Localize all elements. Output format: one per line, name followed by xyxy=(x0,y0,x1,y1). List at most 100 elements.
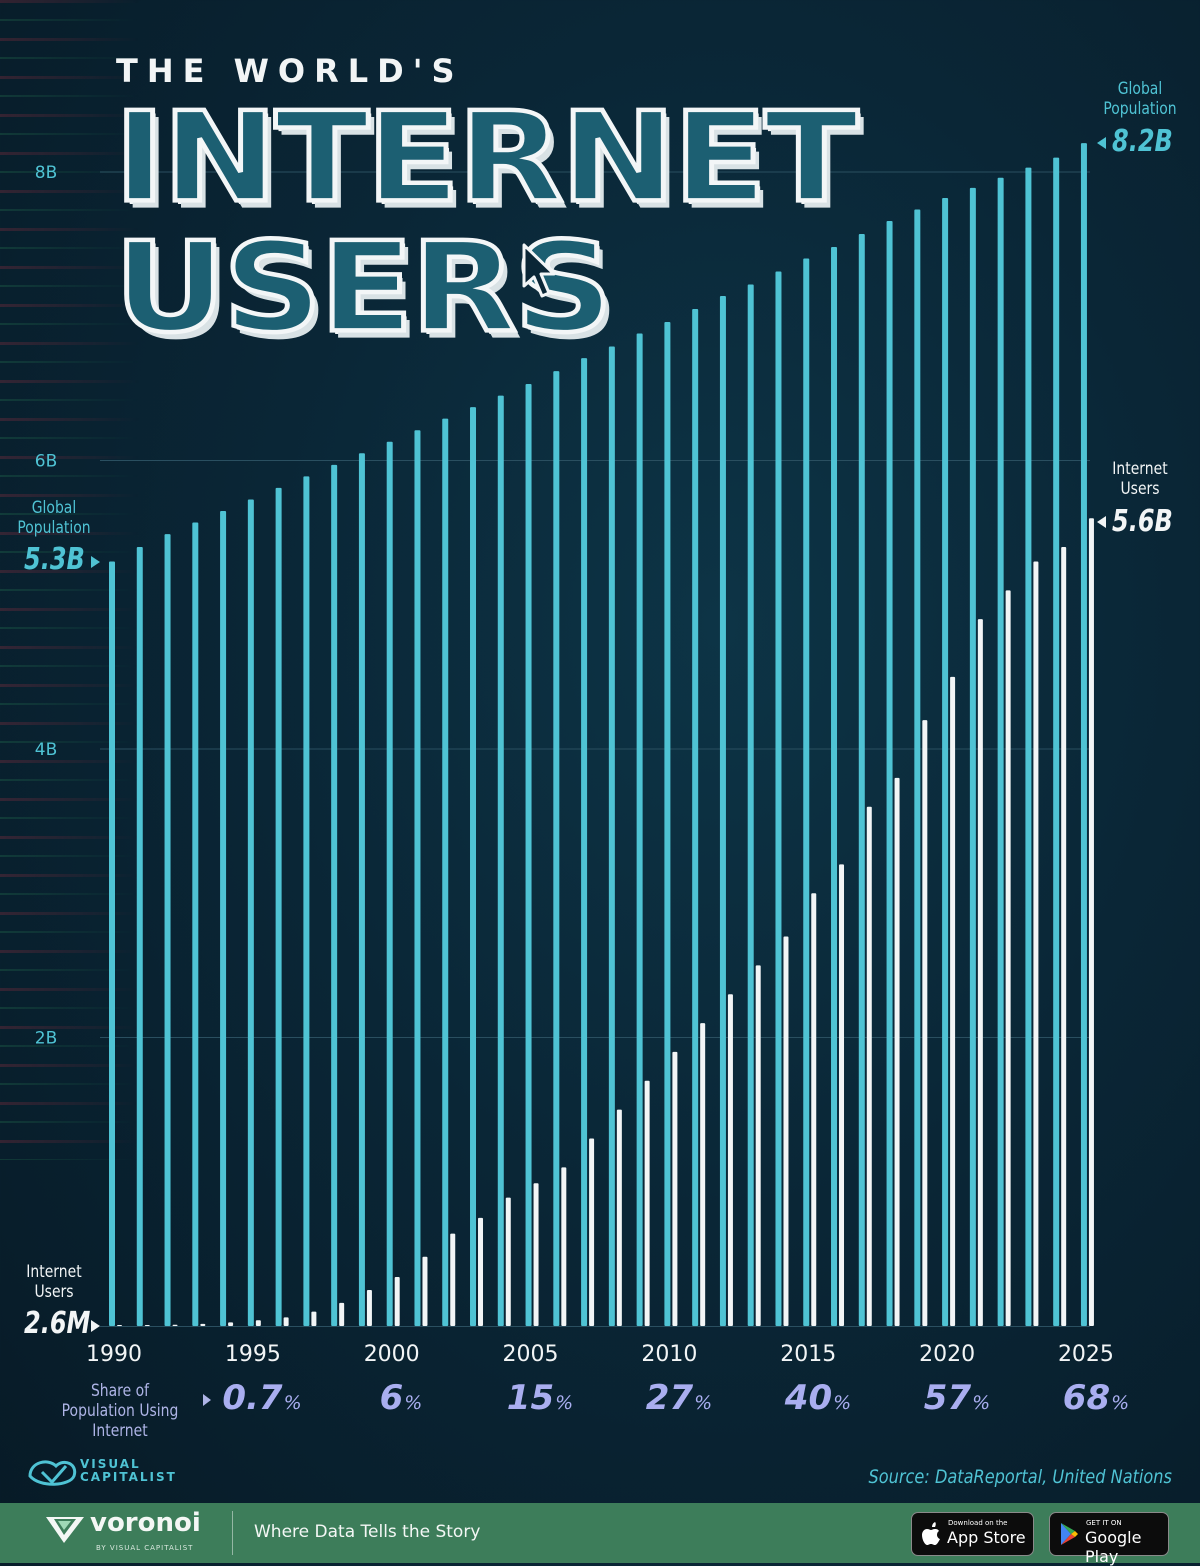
users-bar xyxy=(950,676,956,1326)
users-bar xyxy=(200,1323,206,1326)
users-bar xyxy=(616,1109,622,1326)
users-bar xyxy=(311,1311,317,1326)
users-bar xyxy=(755,965,761,1326)
share-row-label: Share of Population Using Internet xyxy=(61,1381,179,1441)
right-users-label: Internet Users xyxy=(1112,459,1168,499)
population-bar xyxy=(942,197,949,1327)
left-users-arrow-icon xyxy=(91,1320,100,1332)
share-2025: 68% xyxy=(1062,1378,1130,1418)
population-bar xyxy=(858,234,865,1327)
users-bar xyxy=(478,1217,484,1326)
population-bar xyxy=(358,453,365,1327)
users-bar xyxy=(172,1324,178,1326)
users-bar xyxy=(394,1276,400,1326)
population-bar xyxy=(1025,167,1032,1327)
population-bar xyxy=(997,177,1004,1326)
users-bar xyxy=(1061,547,1067,1326)
population-bar xyxy=(497,395,504,1326)
axis-labels: 2B 4B 6B 8B 1990 1995 2000 2005 2010 2015 2020 2025 xyxy=(35,163,1114,1367)
app-store-button[interactable]: Download on the App Store xyxy=(911,1512,1034,1556)
users-bar xyxy=(839,864,845,1326)
population-bar xyxy=(831,247,838,1326)
y-tick-label: 4B xyxy=(35,740,57,760)
google-play-icon xyxy=(1061,1523,1078,1545)
population-bar xyxy=(803,258,810,1326)
population-bar xyxy=(303,476,310,1326)
x-tick-label: 2010 xyxy=(641,1342,697,1367)
users-bar xyxy=(366,1289,372,1326)
population-bar xyxy=(914,209,921,1326)
left-users-value: 2.6M xyxy=(24,1306,91,1341)
population-bar xyxy=(470,407,477,1326)
y-tick-label: 2B xyxy=(35,1029,57,1049)
title-line-users: USERS xyxy=(111,215,615,361)
population-bar xyxy=(136,547,143,1326)
footer-bar: voronoi BY VISUAL CAPITALIST Where Data … xyxy=(0,1503,1200,1566)
app-store-small: Download on the xyxy=(948,1519,1008,1527)
google-play-big: Google Play xyxy=(1085,1528,1142,1566)
population-bar xyxy=(109,561,115,1326)
population-bar xyxy=(192,522,199,1326)
x-tick-label: 2015 xyxy=(780,1342,836,1367)
users-bar xyxy=(144,1325,150,1326)
population-bar xyxy=(442,418,449,1327)
population-bar xyxy=(581,358,588,1326)
share-2000: 6% xyxy=(379,1378,423,1418)
apple-icon xyxy=(922,1522,940,1545)
users-bar xyxy=(422,1256,428,1326)
x-tick-label: 2005 xyxy=(503,1342,559,1367)
population-bar xyxy=(331,464,338,1326)
voronoi-logo-icon xyxy=(46,1517,84,1543)
google-play-button[interactable]: GET IT ON Google Play xyxy=(1049,1512,1169,1566)
population-bar xyxy=(553,371,560,1326)
users-bar xyxy=(505,1197,511,1326)
voronoi-brand: voronoi xyxy=(90,1508,201,1538)
right-population-label: Global Population xyxy=(1103,79,1177,119)
users-bar xyxy=(866,806,872,1326)
population-bar xyxy=(608,346,615,1327)
population-bar xyxy=(664,322,671,1326)
population-bar xyxy=(719,296,726,1327)
users-bar xyxy=(561,1167,567,1326)
population-bar xyxy=(886,221,893,1326)
google-play-small: GET IT ON xyxy=(1086,1519,1122,1527)
x-tick-label: 2000 xyxy=(364,1342,420,1367)
population-bar xyxy=(775,271,782,1327)
right-users-value: 5.6B xyxy=(1112,504,1173,539)
tagline: Where Data Tells the Story xyxy=(254,1522,481,1542)
users-bar xyxy=(283,1317,289,1326)
x-tick-label: 1990 xyxy=(86,1342,142,1367)
population-bar xyxy=(692,309,699,1327)
pointer-cursor-icon xyxy=(522,243,556,298)
share-1995: 0.7% xyxy=(222,1378,302,1418)
right-users-arrow-icon xyxy=(1097,516,1106,528)
population-bar xyxy=(636,333,643,1326)
population-bar xyxy=(247,499,254,1326)
share-2015: 40% xyxy=(784,1378,852,1418)
users-bar xyxy=(811,893,817,1326)
users-bar xyxy=(228,1322,234,1326)
y-tick-label: 8B xyxy=(35,163,57,183)
source-note: Source: DataReportal, United Nations xyxy=(868,1466,1172,1488)
users-bar xyxy=(700,1023,706,1326)
users-bar xyxy=(255,1320,261,1326)
right-population-value: 8.2B xyxy=(1112,124,1173,159)
population-bar xyxy=(414,430,421,1326)
users-bar xyxy=(117,1325,122,1326)
x-tick-label: 1995 xyxy=(225,1342,281,1367)
left-population-label: Global Population xyxy=(17,498,91,538)
users-bar xyxy=(1005,590,1011,1326)
left-users-label: Internet Users xyxy=(26,1262,82,1302)
visual-capitalist-wordmark: VISUAL CAPITALIST xyxy=(80,1457,177,1484)
users-bar xyxy=(894,777,900,1326)
right-population-arrow-icon xyxy=(1097,137,1106,149)
x-tick-label: 2020 xyxy=(919,1342,975,1367)
population-bar xyxy=(386,441,393,1326)
population-bar xyxy=(164,534,171,1326)
population-bar xyxy=(1080,143,1087,1326)
population-bar xyxy=(747,284,754,1326)
population-bar xyxy=(969,187,976,1327)
share-2020: 57% xyxy=(923,1378,991,1418)
visual-capitalist-logo-icon xyxy=(28,1460,77,1486)
